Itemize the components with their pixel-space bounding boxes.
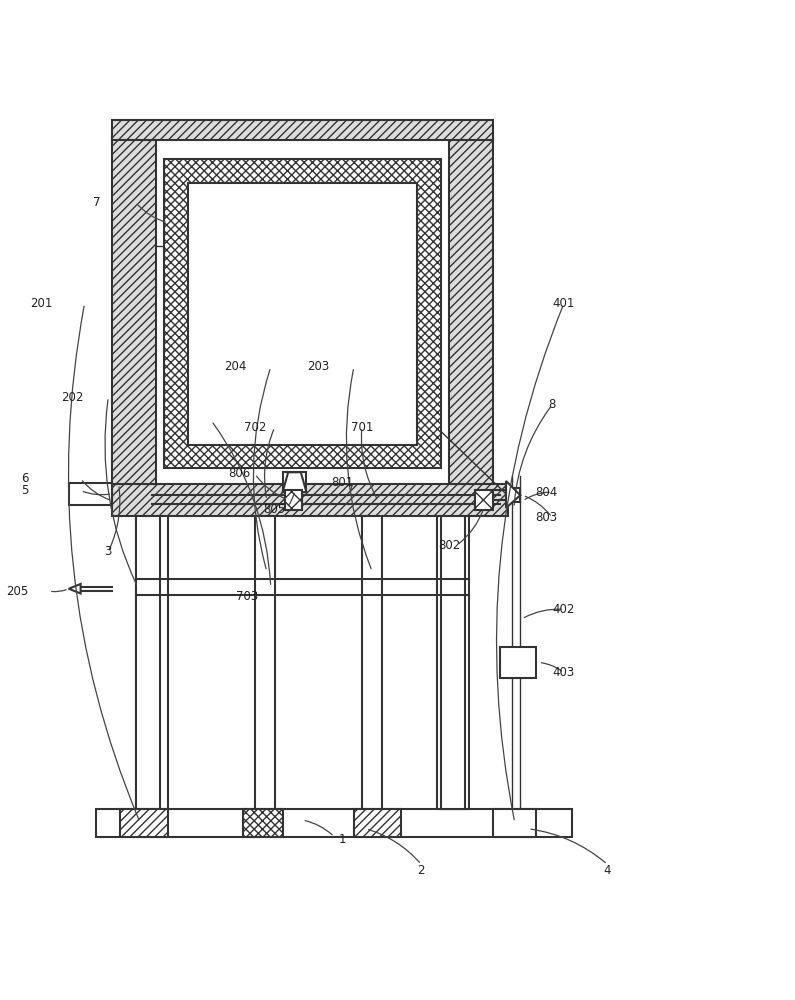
Bar [506, 488, 520, 502]
Bar [449, 136, 493, 484]
Bar [362, 516, 382, 809]
Text: 802: 802 [438, 539, 460, 552]
Bar [136, 508, 168, 809]
Text: 4: 4 [603, 864, 611, 877]
Text: 203: 203 [307, 360, 329, 373]
Bar [164, 159, 441, 468]
Text: 803: 803 [535, 511, 557, 524]
Bar [188, 183, 417, 445]
Bar [437, 508, 469, 809]
Bar [501, 647, 536, 678]
Text: 402: 402 [553, 603, 575, 616]
Text: 403: 403 [553, 666, 575, 679]
Text: 7: 7 [93, 196, 100, 209]
Text: 2: 2 [417, 864, 425, 877]
Text: 8: 8 [549, 398, 556, 411]
Bar [255, 516, 275, 809]
Bar [283, 472, 306, 492]
Text: 6: 6 [21, 472, 29, 485]
Bar [243, 809, 283, 837]
Bar [285, 490, 302, 510]
Text: 801: 801 [331, 476, 353, 489]
Bar [96, 809, 572, 837]
Text: 401: 401 [553, 297, 575, 310]
Text: 702: 702 [244, 421, 266, 434]
Bar [112, 120, 493, 140]
Polygon shape [506, 481, 520, 508]
Bar [493, 809, 536, 837]
Bar [475, 490, 493, 510]
Text: 1: 1 [339, 833, 346, 846]
Polygon shape [68, 584, 80, 593]
Text: 804: 804 [535, 486, 557, 499]
Text: 202: 202 [61, 391, 84, 404]
Bar [112, 484, 509, 516]
Text: 201: 201 [30, 297, 52, 310]
Bar [68, 483, 112, 505]
Bar [120, 809, 168, 837]
Bar [441, 516, 465, 809]
Text: 5: 5 [21, 484, 29, 497]
Text: 3: 3 [105, 545, 112, 558]
Text: 701: 701 [351, 421, 373, 434]
Polygon shape [283, 472, 306, 492]
Bar [136, 516, 160, 809]
Bar [112, 136, 156, 484]
Text: 805: 805 [264, 503, 285, 516]
Text: 703: 703 [236, 590, 258, 603]
Text: 806: 806 [228, 467, 250, 480]
Text: 205: 205 [6, 585, 29, 598]
Bar [354, 809, 401, 837]
Text: 204: 204 [224, 360, 246, 373]
